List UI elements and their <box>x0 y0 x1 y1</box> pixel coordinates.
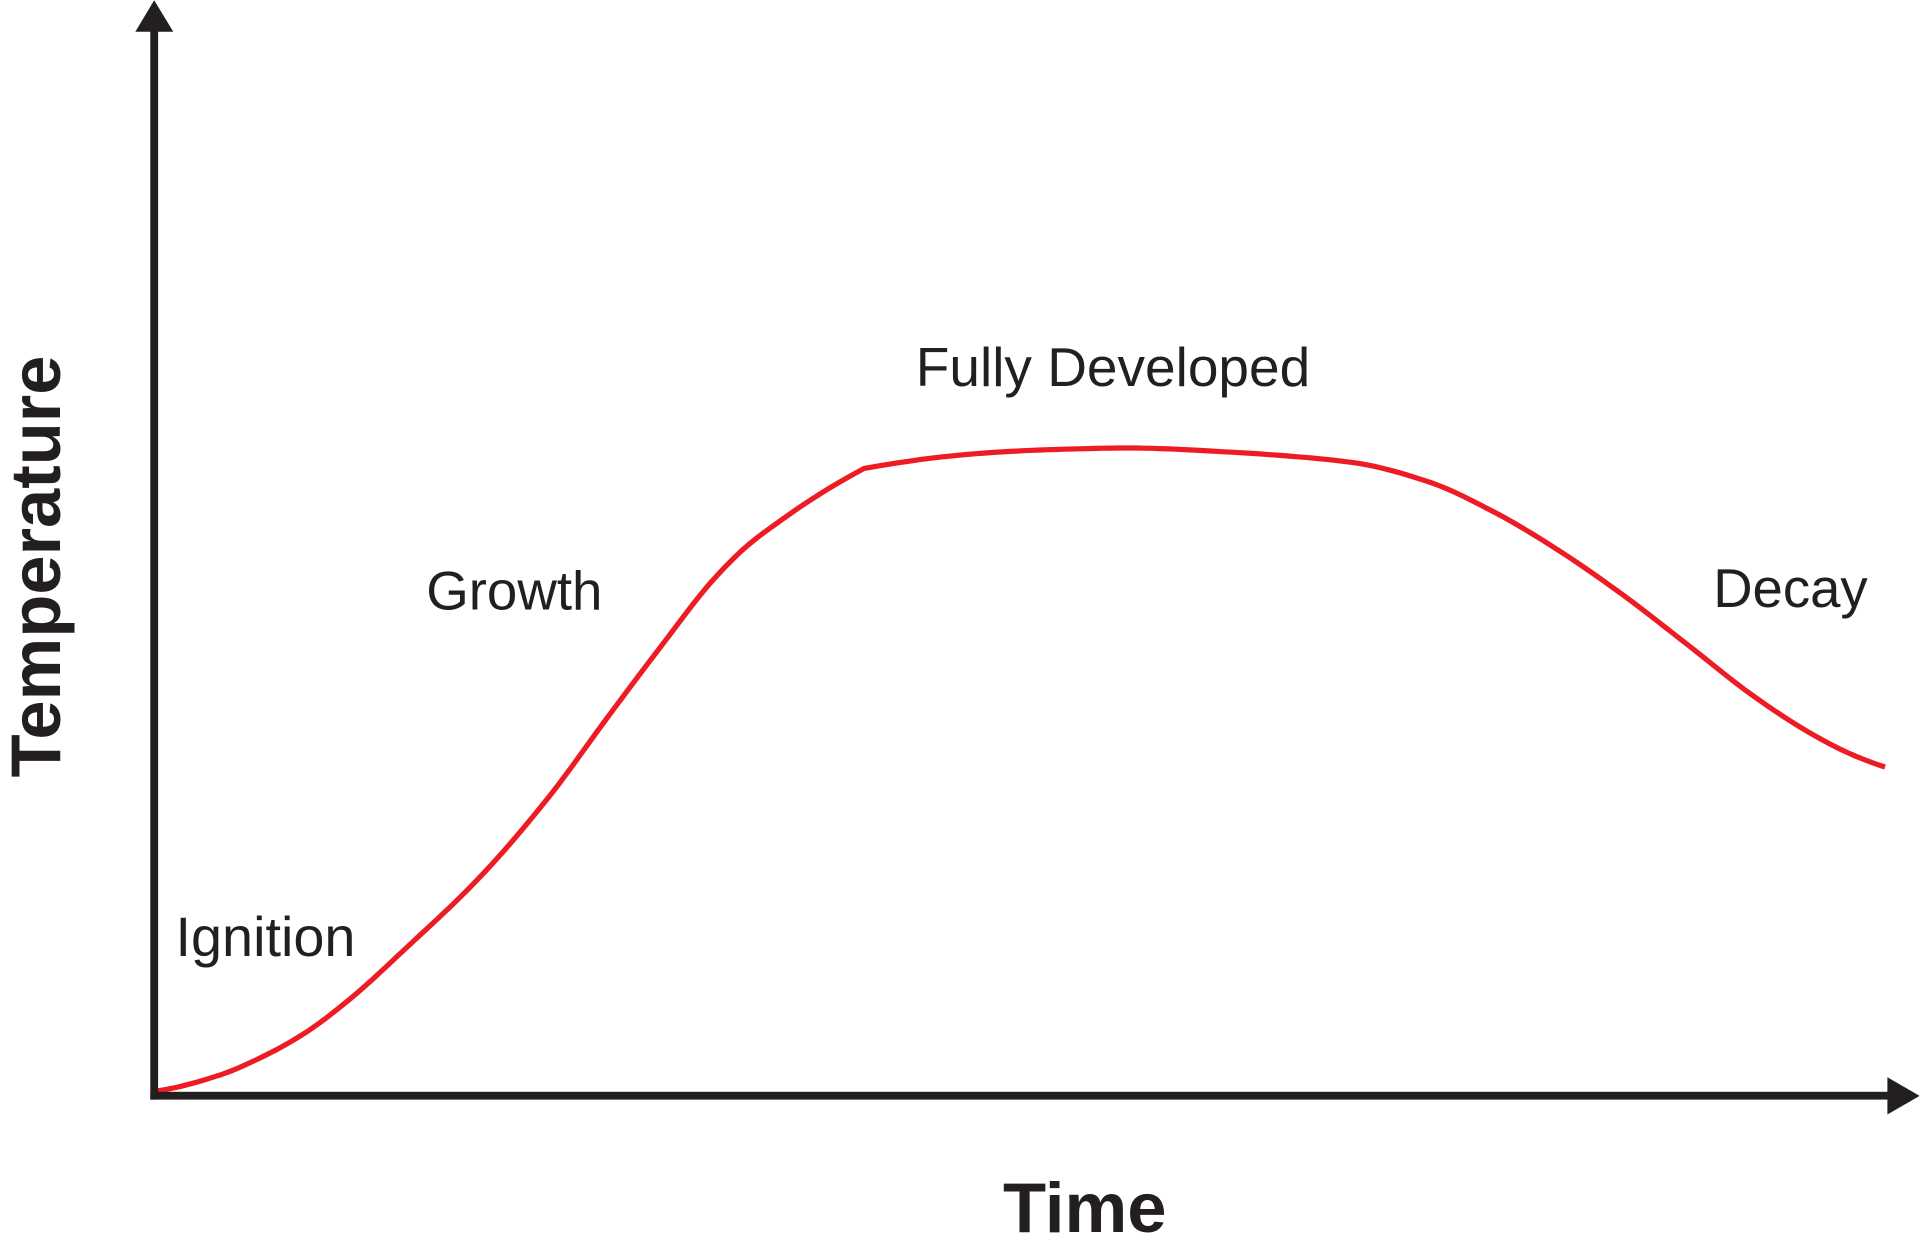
svg-text:Fully Developed: Fully Developed <box>916 336 1310 398</box>
svg-text:Decay: Decay <box>1713 558 1868 619</box>
svg-text:Temperature: Temperature <box>0 356 75 778</box>
svg-text:Growth: Growth <box>426 559 602 621</box>
svg-text:Ignition: Ignition <box>176 905 356 968</box>
svg-text:Time: Time <box>1003 1168 1167 1247</box>
